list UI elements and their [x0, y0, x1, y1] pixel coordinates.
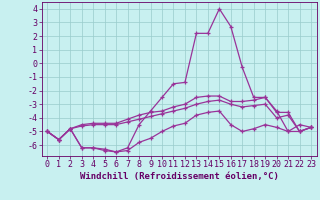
X-axis label: Windchill (Refroidissement éolien,°C): Windchill (Refroidissement éolien,°C)	[80, 172, 279, 181]
